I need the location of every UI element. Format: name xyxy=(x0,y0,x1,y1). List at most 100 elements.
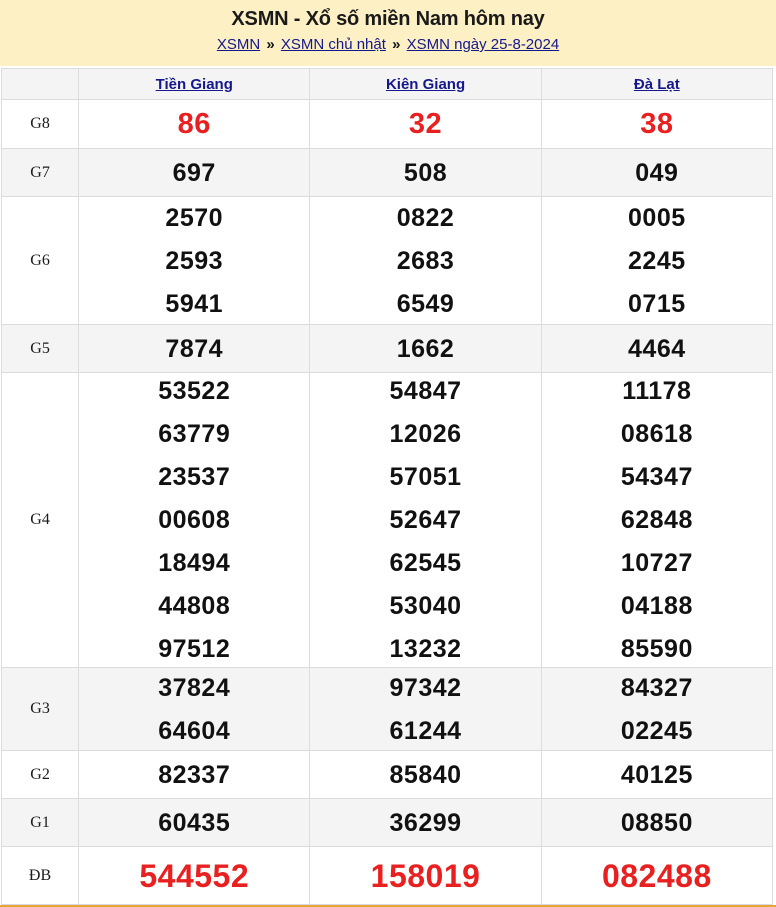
prize-column-header xyxy=(0,68,80,100)
prize-cell: 60435 xyxy=(78,798,311,847)
breadcrumb-link-xsmn[interactable]: XSMN xyxy=(216,36,261,53)
prize-number: 40125 xyxy=(620,760,693,789)
prize-number: 82337 xyxy=(158,760,231,789)
prize-number: 158019 xyxy=(370,857,481,894)
prize-number: 23537 xyxy=(158,463,231,491)
results-body: G8 86 32 38 G7 697 508 049 G6 2570 2593 5941 0822 268… xyxy=(0,99,774,905)
prize-row-g2: G2 82337 85840 40125 xyxy=(0,750,774,799)
prize-cell: 158019 xyxy=(309,846,542,905)
prize-number: 10727 xyxy=(620,549,693,577)
results-table-wrapper: Tiền Giang Kiên Giang Đà Lạt G8 86 32 38 G7 6… xyxy=(0,68,776,907)
prize-cell: 54847 12026 57051 52647 62545 53040 13232 xyxy=(309,372,542,668)
prize-cell: 049 xyxy=(540,148,774,197)
prize-label: G3 xyxy=(0,667,80,751)
prize-number: 53522 xyxy=(158,377,231,405)
prize-number: 7874 xyxy=(165,334,224,363)
page-header: XSMN - Xổ số miền Nam hôm nay XSMN » XSM… xyxy=(0,0,776,68)
breadcrumb-separator: » xyxy=(266,36,275,53)
prize-number: 54847 xyxy=(389,377,462,405)
prize-number: 64604 xyxy=(158,716,231,745)
prize-label: G6 xyxy=(0,196,80,325)
province-header-da-lat: Đà Lạt xyxy=(540,68,774,100)
prize-number: 5941 xyxy=(165,289,224,318)
prize-number: 60435 xyxy=(158,808,231,837)
prize-number: 85590 xyxy=(620,635,693,663)
prize-number: 85840 xyxy=(389,760,462,789)
prize-number: 00608 xyxy=(158,506,231,534)
prize-number: 97512 xyxy=(158,635,231,663)
prize-number: 0715 xyxy=(628,289,686,318)
prize-cell: 38 xyxy=(540,99,774,149)
prize-number: 02245 xyxy=(620,716,693,745)
prize-row-g3: G3 37824 64604 97342 61244 84327 02245 xyxy=(0,667,774,751)
prize-number: 37824 xyxy=(158,673,231,702)
prize-number: 12026 xyxy=(389,420,462,448)
prize-row-g7: G7 697 508 049 xyxy=(0,148,774,197)
province-link-kien-giang[interactable]: Kiên Giang xyxy=(385,75,466,93)
prize-number: 86 xyxy=(177,108,211,140)
prize-cell: 4464 xyxy=(540,324,774,373)
prize-number: 32 xyxy=(408,108,443,140)
prize-number: 38 xyxy=(640,108,674,140)
prize-row-g4: G4 53522 63779 23537 00608 18494 44808 97512 548… xyxy=(0,372,774,668)
prize-cell: 2570 2593 5941 xyxy=(78,196,311,325)
prize-row-g8: G8 86 32 38 xyxy=(0,99,774,149)
prize-number: 36299 xyxy=(389,808,462,837)
breadcrumb: XSMN » XSMN chủ nhật » XSMN ngày 25-8-20… xyxy=(0,34,776,55)
province-header-tien-giang: Tiền Giang xyxy=(78,68,311,100)
prize-label: G4 xyxy=(0,372,80,668)
breadcrumb-link-weekday[interactable]: XSMN chủ nhật xyxy=(280,36,386,53)
prize-cell: 85840 xyxy=(309,750,542,799)
prize-label: G8 xyxy=(0,99,80,149)
page-title: XSMN - Xổ số miền Nam hôm nay xyxy=(231,8,545,30)
prize-cell: 0005 2245 0715 xyxy=(540,196,774,325)
prize-cell: 36299 xyxy=(309,798,542,847)
prize-number: 84327 xyxy=(620,673,693,702)
prize-number: 97342 xyxy=(389,673,462,702)
prize-number: 18494 xyxy=(158,549,231,577)
prize-number: 082488 xyxy=(601,857,712,894)
province-header-kien-giang: Kiên Giang xyxy=(309,68,542,100)
prize-row-db: ĐB 544552 158019 082488 xyxy=(0,846,774,905)
prize-number: 6549 xyxy=(396,289,455,318)
prize-cell: 544552 xyxy=(78,846,311,905)
province-link-tien-giang[interactable]: Tiền Giang xyxy=(155,75,233,93)
prize-cell: 32 xyxy=(309,99,542,149)
prize-number: 2593 xyxy=(165,246,224,275)
prize-cell: 86 xyxy=(78,99,311,149)
prize-number: 11178 xyxy=(622,377,692,405)
prize-number: 61244 xyxy=(389,716,462,745)
prize-label: G2 xyxy=(0,750,80,799)
prize-number: 63779 xyxy=(158,420,231,448)
prize-cell: 40125 xyxy=(540,750,774,799)
prize-cell: 84327 02245 xyxy=(540,667,774,751)
prize-number: 57051 xyxy=(389,463,462,491)
prize-number: 13232 xyxy=(389,635,462,663)
prize-number: 697 xyxy=(172,158,216,187)
prize-cell: 53522 63779 23537 00608 18494 44808 97512 xyxy=(78,372,311,668)
prize-cell: 97342 61244 xyxy=(309,667,542,751)
prize-number: 08850 xyxy=(620,808,693,837)
prize-number: 4464 xyxy=(628,334,686,363)
prize-cell: 508 xyxy=(309,148,542,197)
prize-label: G7 xyxy=(0,148,80,197)
prize-number: 0822 xyxy=(396,203,455,232)
prize-row-g6: G6 2570 2593 5941 0822 2683 6549 0005 2245 0715 xyxy=(0,196,774,325)
prize-cell: 0822 2683 6549 xyxy=(309,196,542,325)
breadcrumb-link-date[interactable]: XSMN ngày 25-8-2024 xyxy=(406,36,560,53)
prize-number: 0005 xyxy=(628,203,686,232)
prize-number: 2570 xyxy=(165,203,224,232)
prize-number: 62545 xyxy=(389,549,462,577)
prize-number: 44808 xyxy=(158,592,231,620)
prize-cell: 08850 xyxy=(540,798,774,847)
prize-number: 508 xyxy=(403,158,448,187)
prize-number: 54347 xyxy=(620,463,693,491)
prize-cell: 11178 08618 54347 62848 10727 04188 85590 xyxy=(540,372,774,668)
prize-number: 1662 xyxy=(396,334,455,363)
prize-number: 08618 xyxy=(620,420,693,448)
prize-number: 52647 xyxy=(389,506,462,534)
province-link-da-lat[interactable]: Đà Lạt xyxy=(633,75,680,93)
prize-number: 04188 xyxy=(620,592,693,620)
prize-label: ĐB xyxy=(0,846,80,905)
